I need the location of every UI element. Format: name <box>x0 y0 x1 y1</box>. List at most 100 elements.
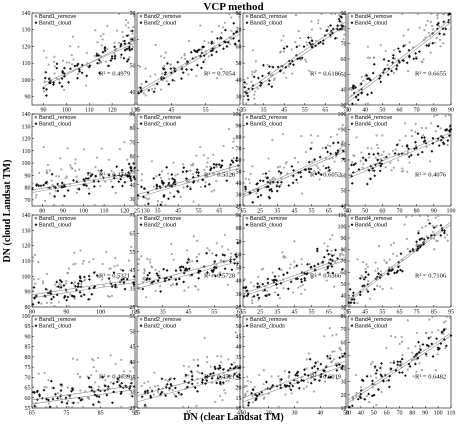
point-cloud <box>277 169 281 173</box>
point-remove <box>430 12 433 16</box>
y-tick-label: 65 <box>130 231 136 237</box>
point-remove <box>95 369 98 373</box>
point-remove <box>121 30 124 34</box>
point-cloud <box>337 17 341 21</box>
point-remove <box>323 335 326 338</box>
y-tick-label: 70 <box>236 28 242 34</box>
point-cloud <box>354 162 357 165</box>
point-cloud <box>436 23 439 27</box>
point-cloud <box>197 171 200 174</box>
legend-label: Band2_cloud <box>144 122 176 128</box>
point-cloud <box>375 275 379 279</box>
point-remove <box>365 288 369 291</box>
point-remove <box>187 73 190 76</box>
point-remove <box>276 166 280 169</box>
point-cloud <box>257 296 261 300</box>
point-remove <box>344 347 347 350</box>
panel-frame <box>31 12 136 106</box>
y-tick-label: 50 <box>236 324 242 330</box>
point-remove <box>310 20 313 23</box>
point-remove <box>153 371 156 374</box>
point-remove <box>418 344 422 347</box>
point-cloud <box>350 181 354 185</box>
point-remove <box>150 160 154 163</box>
point-cloud <box>436 348 440 351</box>
point-remove <box>47 63 50 66</box>
point-remove <box>361 166 364 169</box>
x-tick-label: 35 <box>134 108 140 114</box>
point-remove <box>122 374 125 377</box>
point-cloud <box>304 168 308 172</box>
point-remove <box>195 74 198 78</box>
point-remove <box>302 387 305 390</box>
point-remove <box>110 169 113 173</box>
point-cloud <box>121 269 125 272</box>
point-remove <box>130 12 133 16</box>
point-cloud <box>113 57 117 60</box>
point-cloud <box>210 42 214 45</box>
point-cloud <box>60 77 64 80</box>
point-cloud <box>221 253 225 257</box>
point-remove <box>448 316 452 319</box>
point-remove <box>66 386 69 389</box>
point-remove <box>371 360 374 364</box>
point-remove <box>74 158 77 161</box>
point-remove <box>122 370 126 373</box>
point-remove <box>366 102 369 105</box>
point-cloud <box>205 379 209 383</box>
point-cloud <box>177 391 181 395</box>
point-cloud <box>319 40 322 44</box>
y-tick-label: 60 <box>25 396 31 402</box>
point-remove <box>424 332 427 335</box>
point-cloud <box>95 274 99 277</box>
point-remove <box>75 175 78 178</box>
point-remove <box>215 165 218 169</box>
point-remove <box>133 201 137 205</box>
point-cloud <box>218 364 222 368</box>
point-cloud <box>197 269 201 273</box>
point-cloud <box>218 44 222 47</box>
point-cloud <box>279 281 283 285</box>
point-remove <box>376 284 379 287</box>
point-remove <box>84 390 87 393</box>
point-remove <box>160 55 163 58</box>
legend-marker-cloud <box>350 122 354 126</box>
point-remove <box>109 354 112 357</box>
point-cloud <box>189 370 193 373</box>
point-remove <box>271 139 274 142</box>
point-remove <box>227 248 230 251</box>
point-remove <box>291 72 294 75</box>
y-tick-label: 140 <box>22 11 31 17</box>
point-remove <box>360 151 363 154</box>
point-cloud <box>443 229 446 233</box>
point-remove <box>398 139 401 142</box>
x-tick-label: 10 <box>240 411 246 417</box>
point-cloud <box>233 261 237 265</box>
point-remove <box>113 52 116 55</box>
point-remove <box>215 242 219 245</box>
point-remove <box>310 36 313 39</box>
x-tick-label: 45 <box>292 209 298 215</box>
r-squared-label: R² = 0.7106 <box>415 273 447 280</box>
point-cloud <box>112 271 116 275</box>
point-remove <box>34 196 37 199</box>
point-remove <box>282 166 286 169</box>
point-cloud <box>170 184 174 188</box>
point-remove <box>283 370 286 373</box>
point-remove <box>251 70 254 73</box>
point-remove <box>233 361 236 364</box>
x-tick-label: 45 <box>186 310 192 316</box>
point-remove <box>60 168 63 171</box>
point-cloud <box>427 44 431 48</box>
point-cloud <box>407 155 411 159</box>
point-remove <box>104 379 107 382</box>
point-remove <box>380 153 383 157</box>
point-remove <box>296 401 299 404</box>
point-remove <box>230 29 233 32</box>
point-remove <box>262 383 265 386</box>
point-cloud <box>321 260 325 264</box>
point-remove <box>436 16 439 20</box>
point-cloud <box>296 374 299 378</box>
point-cloud <box>296 57 300 61</box>
point-cloud <box>445 128 449 132</box>
